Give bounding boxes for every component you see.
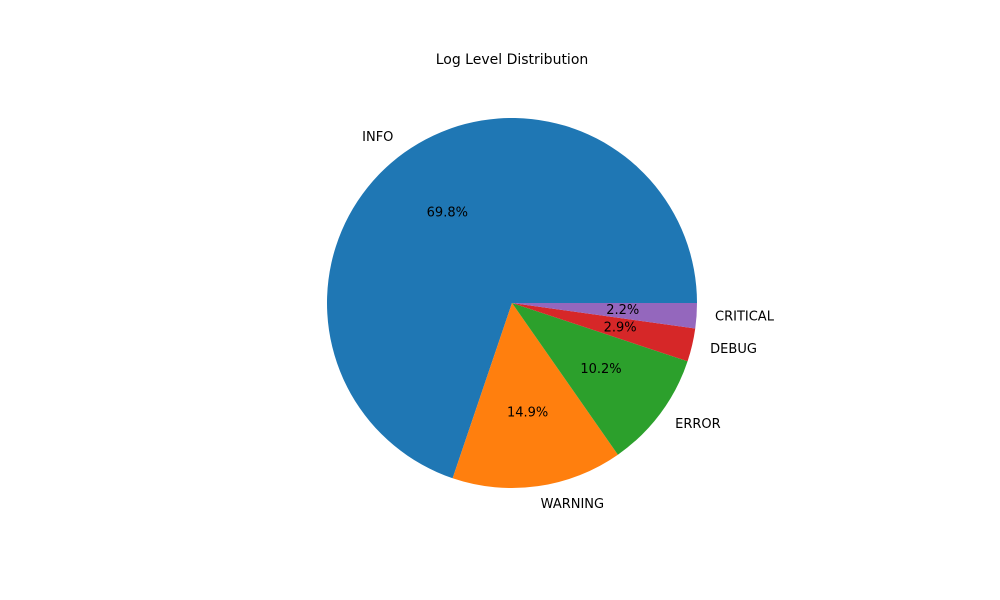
slice-label-debug: DEBUG (710, 342, 757, 357)
pct-label-info: 69.8% (427, 205, 468, 220)
pie-slice-warning (452, 303, 618, 489)
pie-slices (327, 118, 697, 489)
pct-label-error: 10.2% (580, 362, 621, 377)
slice-label-critical: CRITICAL (715, 310, 775, 325)
pie-slice-debug (512, 303, 696, 362)
pie-slice-error (512, 303, 688, 455)
pct-label-debug: 2.9% (604, 321, 637, 336)
pie-slice-info (327, 118, 697, 479)
slice-label-info: INFO (362, 130, 393, 145)
pct-label-warning: 14.9% (507, 405, 548, 420)
chart-title: Log Level Distribution (436, 52, 589, 68)
pie-labels: INFO 69.8% WARNING 14.9% ERROR 10.2% DEBUG 2.9%… (362, 130, 775, 512)
pct-label-critical: 2.2% (606, 303, 639, 318)
pie-slice-critical (512, 303, 697, 329)
slice-label-error: ERROR (675, 417, 721, 432)
slice-label-warning: WARNING (541, 497, 604, 512)
